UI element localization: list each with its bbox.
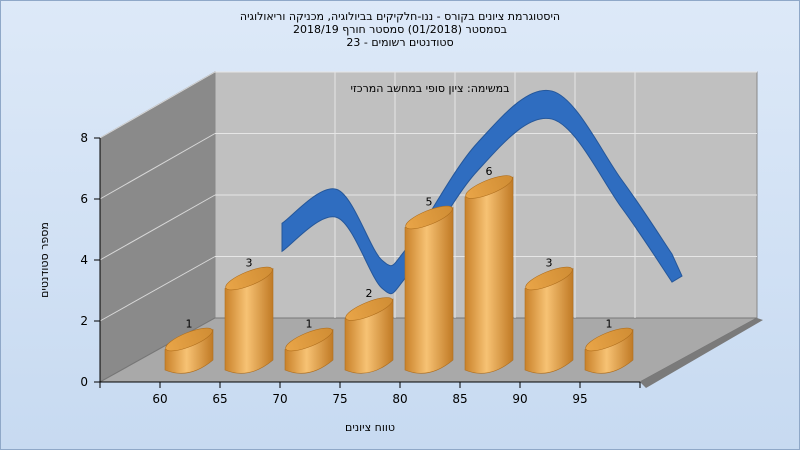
x-axis: 60 65 70 75 80 85 90 95 [99,381,641,406]
bar-value-label: 5 [426,196,433,209]
bar: 1 [584,318,634,374]
y-tick-label: 2 [80,314,88,328]
x-tick-label: 90 [512,392,527,406]
y-tick-label: 8 [80,131,88,145]
bar-cap [405,205,453,230]
bar-body [224,268,274,374]
bar-body [524,268,574,374]
y-tick-label: 6 [80,192,88,206]
chart-title-block: היסטוגרמת ציונים בקורס - ננו-חלקיקים בבי… [0,10,800,49]
y-tick-label: 0 [80,375,88,389]
bar-cap [465,175,513,199]
x-tick-label: 85 [452,392,467,406]
x-tick-label: 95 [572,392,587,406]
trend-curve [281,89,683,295]
bar: 1 [164,318,214,374]
bar-cap [585,327,633,352]
y-axis-title: מספר סטודנטים [38,222,51,298]
bar: 3 [524,257,574,374]
bar: 5 [404,196,454,374]
bar: 2 [344,287,394,374]
x-tick-label: 60 [152,392,167,406]
bar-value-label: 6 [486,165,493,178]
gridline-side [99,194,216,261]
bar: 6 [464,165,514,374]
bar-body [404,207,454,374]
y-axis: 0 2 4 6 8 [80,131,101,389]
x-axis-title: טווח ציונים [345,421,395,434]
x-tick-label: 65 [212,392,227,406]
gridline-side [99,71,216,139]
floor-edge-shadow [640,318,763,388]
bar-value-label: 2 [366,287,373,300]
bar-cap [165,327,213,352]
bar-body [464,176,514,374]
bar: 1 [284,318,334,374]
bar-value-label: 1 [186,318,193,331]
bar: 3 [224,257,274,374]
bar-cap [345,297,393,321]
y-tick-label: 4 [80,253,88,267]
bar-value-label: 3 [246,257,253,270]
bar-cap [525,266,573,291]
bar-value-label: 3 [546,257,553,270]
bar-value-label: 1 [306,318,313,331]
x-tick-label: 70 [272,392,287,406]
x-tick-label: 75 [332,392,347,406]
gridline-side [99,256,216,322]
chart-title-line-2: בסמסטר (01/2018) סמסטר חורף 2018/19 [293,23,507,36]
bar-cap [285,327,333,352]
bars-layer: 1 3 1 2 5 6 3 1 [164,165,634,374]
chart-title-line-1: היסטוגרמת ציונים בקורס - ננו-חלקיקים בבי… [239,10,561,23]
trend-curve-layer [281,89,683,295]
bar-cap [225,266,273,291]
chart-subtitle: במשימה: ציון סופי במחשב המרכזי [350,82,509,95]
chart-title-line-3: סטודנטים רשומים - 23 [346,36,454,49]
x-tick-label: 80 [392,392,407,406]
gridline-side [99,133,216,200]
bar-value-label: 1 [606,318,613,331]
